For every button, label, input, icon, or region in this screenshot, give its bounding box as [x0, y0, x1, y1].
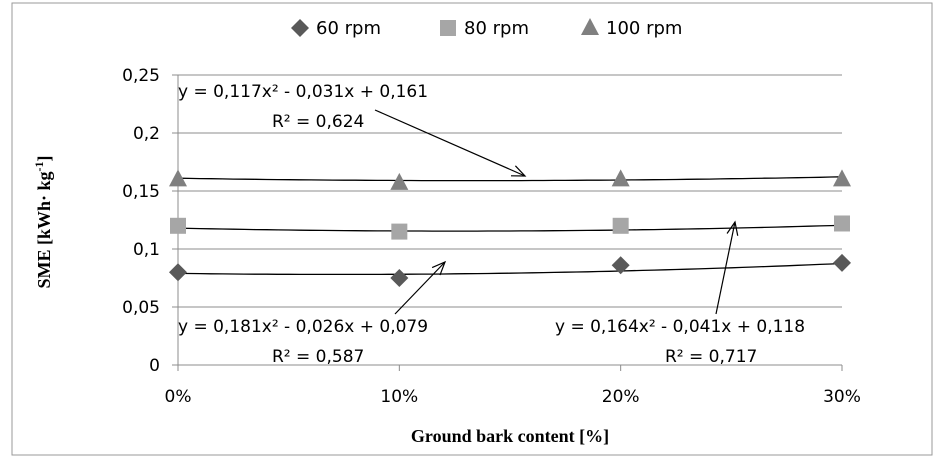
trendline-100-rpm — [177, 176, 843, 182]
legend-label: 100 rpm — [606, 18, 682, 39]
data-point-60-rpm — [833, 253, 851, 272]
x-axis-title: Ground bark content [%] — [411, 426, 609, 446]
y-tick-label: 0,15 — [122, 182, 160, 202]
annotation-arrow — [374, 109, 526, 177]
annotation-arrow — [394, 261, 446, 315]
trendline-equation: y = 0,117x² - 0,031x + 0,161 — [178, 82, 428, 102]
y-tick-label: 0,05 — [122, 298, 160, 318]
annotations: y = 0,181x² - 0,026x + 0,079 R² = 0,587 y … — [178, 82, 805, 367]
legend-marker-80-rpm — [440, 20, 456, 36]
legend-label: 80 rpm — [464, 18, 529, 39]
data-point-80-rpm — [834, 215, 850, 232]
axes: 0 0,05 0,1 0,15 0,2 0,25 0% 10% 20% 30% — [122, 66, 861, 407]
x-tick-label: 20% — [602, 387, 640, 407]
arrow-head — [726, 220, 739, 236]
data-point-100-rpm — [169, 169, 187, 187]
annotation-arrow — [715, 221, 736, 315]
grid-lines — [178, 74, 842, 308]
trendline-equation: y = 0,181x² - 0,026x + 0,079 — [178, 317, 428, 337]
x-tick-label: 30% — [823, 387, 861, 407]
r-squared-label: R² = 0,624 — [272, 112, 364, 132]
legend-label: 60 rpm — [316, 18, 381, 39]
trendline-60-rpm — [177, 262, 843, 276]
data-point-100-rpm — [390, 172, 409, 190]
data-point-80-rpm — [170, 217, 186, 234]
x-tick-label: 10% — [380, 387, 418, 407]
trendline-equation: y = 0,164x² - 0,041x + 0,118 — [555, 317, 805, 337]
data-point-60-rpm — [169, 263, 187, 282]
data-point-80-rpm — [391, 223, 408, 240]
x-tick-label: 0% — [165, 387, 192, 407]
data-point-60-rpm — [611, 256, 630, 275]
chart-border — [11, 2, 933, 456]
data-point-100-rpm — [611, 169, 630, 187]
r-squared-label: R² = 0,717 — [665, 347, 757, 367]
y-axis-title: SME [kWh· kg-1] — [32, 155, 54, 288]
y-tick-label: 0,1 — [133, 240, 160, 260]
data-point-60-rpm — [390, 269, 409, 287]
y-tick-label: 0,25 — [122, 66, 160, 86]
arrow-head — [510, 165, 527, 177]
data-point-100-rpm — [833, 169, 851, 187]
data-point-80-rpm — [612, 217, 629, 234]
legend-marker-60-rpm — [291, 19, 309, 37]
data-markers — [169, 169, 851, 287]
r-squared-label: R² = 0,587 — [272, 347, 364, 367]
y-tick-label: 0,2 — [133, 124, 160, 144]
legend-marker-100-rpm — [581, 18, 599, 35]
arrow-head — [431, 260, 447, 276]
legend: 60 rpm 80 rpm 100 rpm — [291, 18, 682, 39]
y-tick-label: 0 — [149, 356, 160, 376]
